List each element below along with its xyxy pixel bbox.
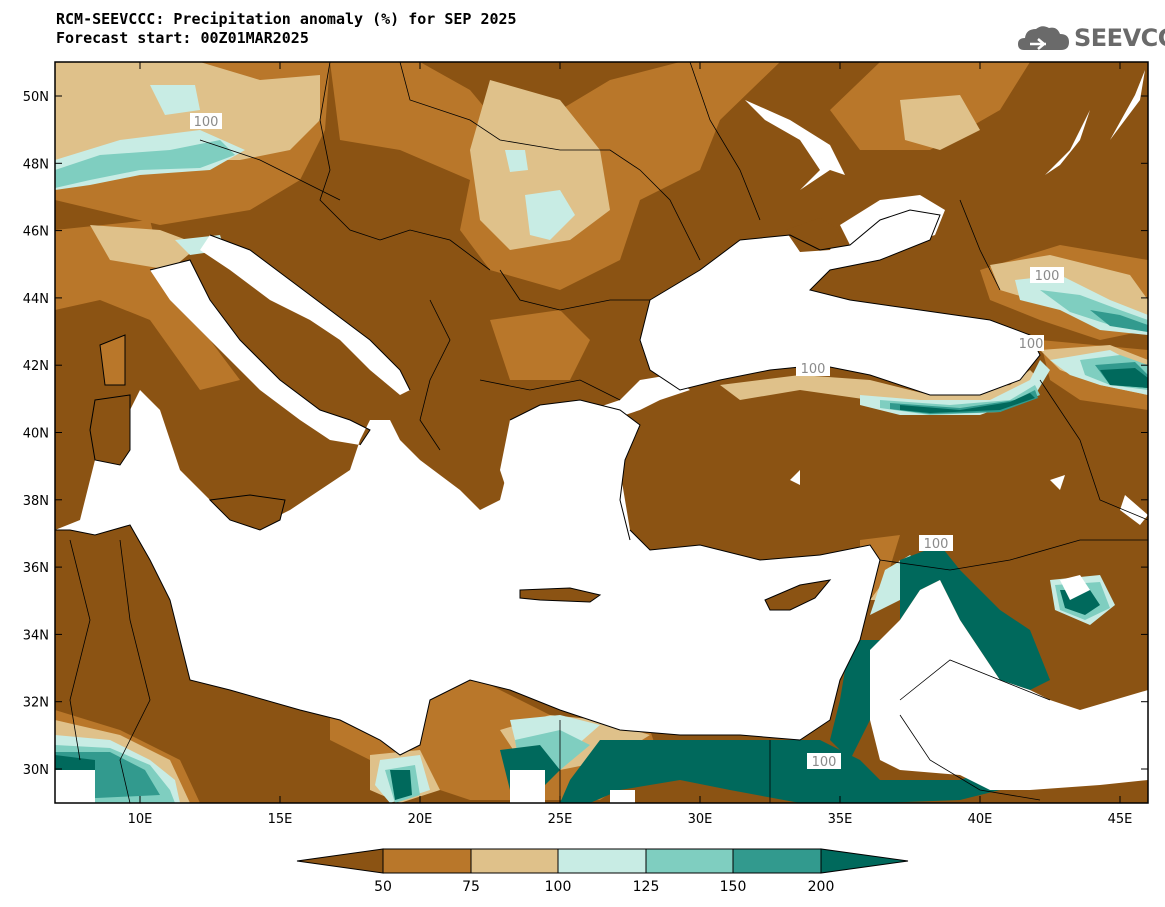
contour-label: 100: [1019, 337, 1044, 352]
crete: [520, 588, 600, 602]
lat-label: 50N: [23, 90, 49, 105]
colorbar-above-200: [820, 848, 909, 874]
lat-label: 36N: [23, 561, 49, 576]
colorbar-below-50: [296, 848, 384, 874]
colorbar-label: 200: [808, 879, 835, 895]
lat-label: 44N: [23, 292, 49, 307]
lon-label: 10E: [128, 812, 153, 827]
colorbar-label: 50: [374, 879, 392, 895]
logo-text: SEEVCCC: [1074, 24, 1165, 52]
colorbar-label: 125: [633, 879, 660, 895]
colorbar-label: 100: [545, 879, 572, 895]
cyprus: [765, 580, 830, 610]
lat-label: 42N: [23, 359, 49, 374]
lon-label: 45E: [1108, 812, 1133, 827]
crimea: [785, 218, 840, 252]
colorbar-125-150: [645, 848, 734, 874]
sardinia: [90, 395, 130, 465]
cloud-icon: [1018, 26, 1069, 50]
colorbar-150-200: [732, 848, 822, 874]
contour-label: 100: [194, 115, 219, 130]
colorbar-label: 75: [462, 879, 480, 895]
colorbar-label: 150: [720, 879, 747, 895]
no-data-region-east: [55, 470, 1148, 803]
map-title: RCM-SEEVCCC: Precipitation anomaly (%) f…: [56, 10, 517, 28]
colorbar-75-100: [470, 848, 559, 874]
contour-label: 100: [812, 755, 837, 770]
lat-label: 48N: [23, 157, 49, 172]
lat-label: 34N: [23, 628, 49, 643]
map-area: [55, 62, 1148, 803]
sicily: [210, 495, 285, 530]
lat-label: 32N: [23, 696, 49, 711]
coastlines: [55, 209, 1041, 756]
lon-label: 30E: [688, 812, 713, 827]
mediterranean-sea: [55, 235, 880, 755]
colorbar: 50 75 100 125 150 200: [296, 848, 909, 895]
title-block: RCM-SEEVCCC: Precipitation anomaly (%) f…: [56, 10, 517, 48]
lon-label: 20E: [408, 812, 433, 827]
contour-label: 100: [1035, 269, 1060, 284]
country-borders: [69, 62, 1148, 803]
map-subtitle: Forecast start: 00Z01MAR2025: [56, 29, 309, 47]
lon-label: 25E: [548, 812, 573, 827]
lat-label: 40N: [23, 427, 49, 442]
lon-label: 40E: [968, 812, 993, 827]
longitude-axis: 10E 15E 20E 25E 30E 35E 40E 45E: [128, 62, 1133, 827]
seevccc-logo: SEEVCCC: [1016, 20, 1165, 56]
contour-labels: 100 100 100 100 100 100: [190, 113, 1064, 770]
lon-label: 35E: [828, 812, 853, 827]
black-sea: [640, 210, 1040, 395]
contour-label: 100: [924, 537, 949, 552]
dnieper-reservoir: [745, 100, 845, 190]
lon-label: 15E: [268, 812, 293, 827]
sea-of-azov: [840, 195, 945, 250]
lat-label: 30N: [23, 763, 49, 778]
colorbar-100-125: [557, 848, 647, 874]
colorbar-50-75: [382, 848, 472, 874]
lat-label: 38N: [23, 494, 49, 509]
aegean-sea: [500, 400, 640, 560]
latitude-axis: 50N 48N 46N 44N 42N 40N 38N 36N 34N 32N 30N: [23, 90, 1148, 778]
corsica: [100, 335, 125, 385]
contour-label: 100: [801, 362, 826, 377]
lat-label: 46N: [23, 225, 49, 240]
